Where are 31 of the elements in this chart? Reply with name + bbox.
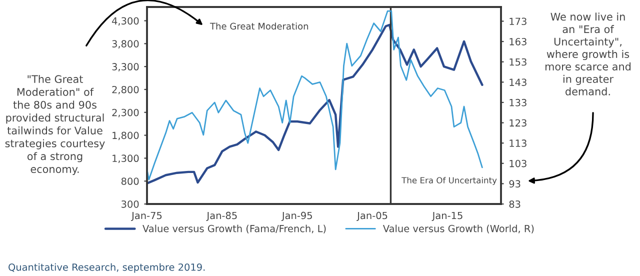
y-tick-label: 1,800 (112, 132, 139, 140)
annotation: The Era Of Uncertainty (402, 176, 497, 186)
y-tick-label: 3,800 (112, 40, 139, 48)
x-tick-label: Jan-15 (432, 212, 462, 221)
y-tick-label: 4,300 (112, 17, 139, 26)
legend-label: Value versus Growth (World, R) (382, 224, 534, 234)
y2-tick-label: 133 (510, 98, 526, 106)
y2-tick-label: 123 (510, 119, 526, 127)
y2-tick-label: 83 (509, 200, 520, 208)
y-tick-label: 3,300 (112, 63, 139, 72)
text: "The Great Moderation" of the 80s and 90s provided structural tailwinds for Value strategies courtesy of a strong economy. (5, 74, 105, 176)
y-tick-label: 2,800 (112, 86, 139, 94)
y-tick-label: 1,300 (112, 154, 139, 164)
x-tick-label: Jan-05 (356, 212, 388, 221)
y2-tick-label: 103 (510, 160, 526, 168)
y-tick-label: 300 (122, 200, 139, 208)
x-tick-label: Jan-85 (206, 212, 237, 221)
x-tick-label: Jan-95 (281, 212, 312, 221)
y2-tick-label: 163 (510, 38, 526, 46)
text: We now live in an "Era of Uncertainty", where growth is more scarce and in greater demand. (545, 12, 631, 96)
y2-tick-label: 143 (510, 78, 526, 86)
annotation: The Great Moderation (210, 22, 308, 30)
text: Quantitative Research, septembre 2019. (8, 263, 205, 273)
y2-tick-label: 173 (510, 18, 526, 26)
legend-label: Value versus Growth (Fama/French, L) (142, 224, 326, 234)
y2-tick-label: 153 (510, 58, 526, 66)
y-tick-label: 800 (121, 178, 139, 185)
y2-tick-label: 93 (509, 180, 520, 188)
y2-tick-label: 113 (510, 140, 526, 147)
y-tick-label: 2,300 (112, 108, 139, 118)
x-tick-label: Jan-75 (131, 212, 162, 221)
